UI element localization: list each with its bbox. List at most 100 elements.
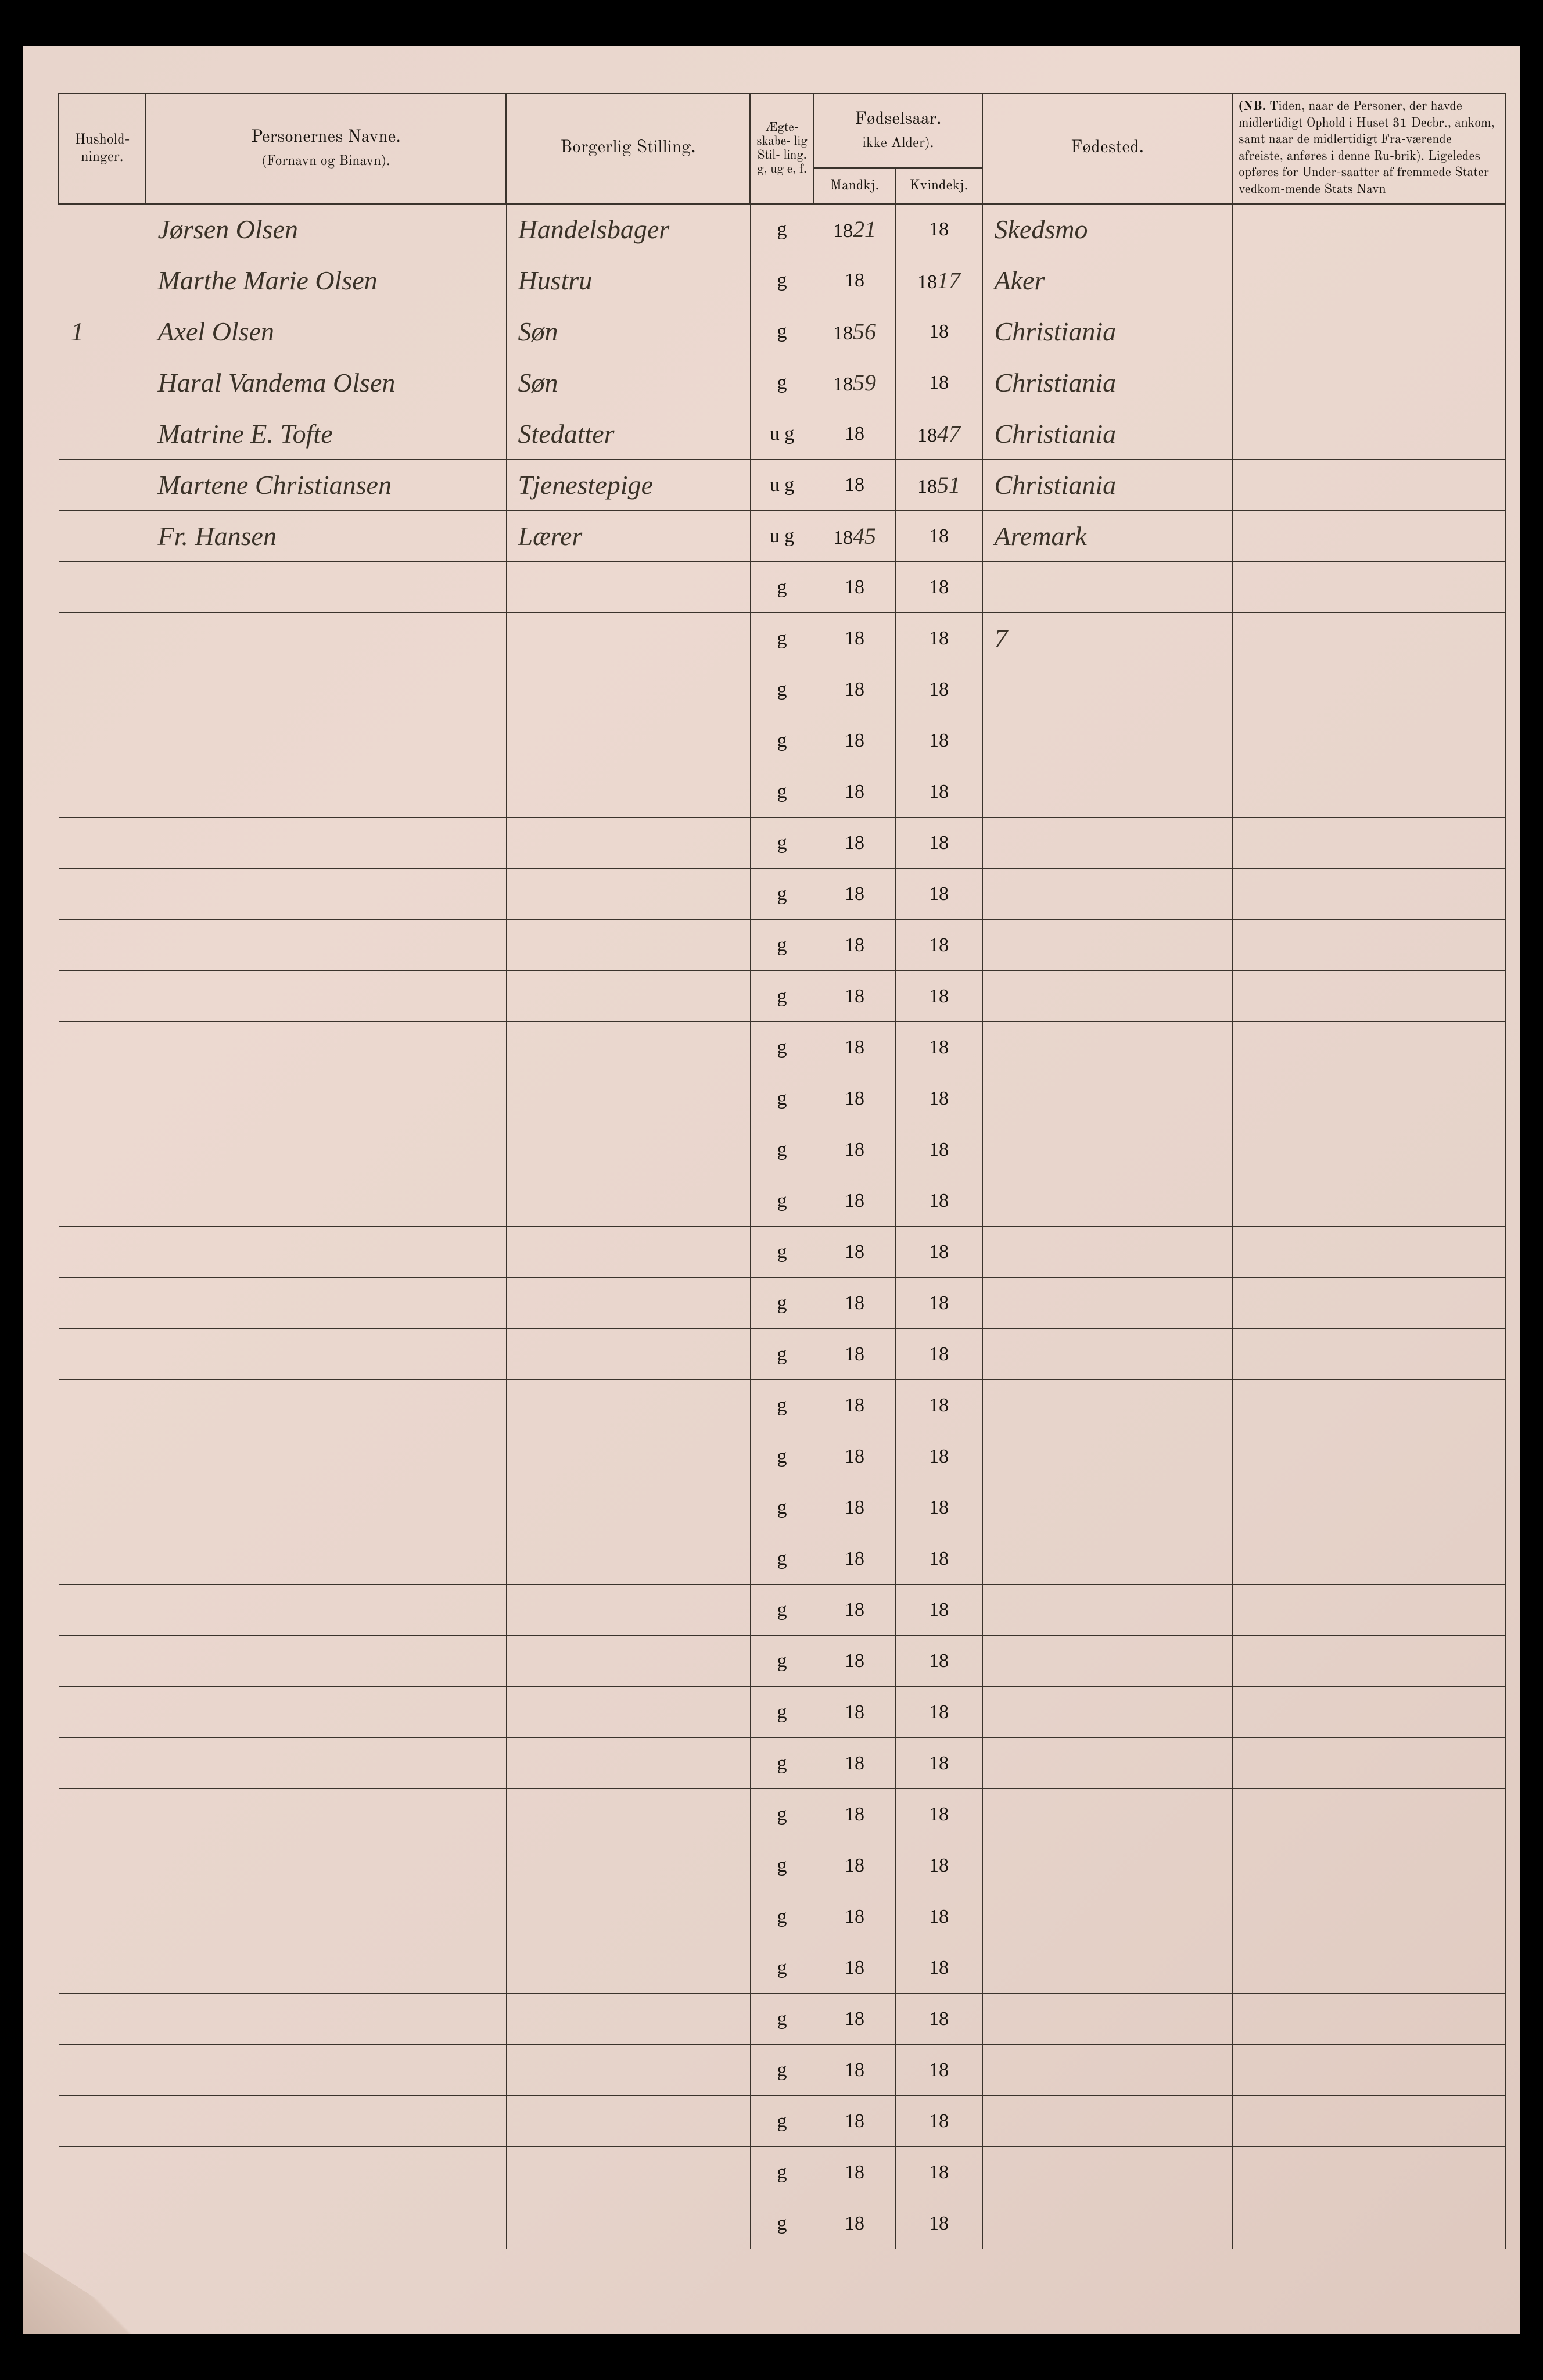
cell-stilling [506,613,750,664]
cell-hushold [59,204,146,255]
cell-stilling [506,1687,750,1738]
cell-fodested [982,1738,1232,1789]
cell-hushold [59,1636,146,1687]
cell-stilling [506,1994,750,2045]
cell-fodested: Aker [982,255,1232,306]
cell-nb [1232,2096,1505,2147]
cell-fodested [982,1994,1232,2045]
table-row: g1818 [59,1533,1505,1585]
cell-navn [146,2045,506,2096]
cell-kvindekj: 18 [895,971,982,1022]
cell-kvindekj: 18 [895,766,982,818]
cell-stilling [506,1942,750,1994]
cell-fodested [982,1789,1232,1840]
cell-navn [146,2147,506,2198]
cell-hushold [59,1942,146,1994]
cell-nb [1232,1840,1505,1891]
census-page: Hushold- ninger. Personernes Navne. (For… [23,46,1520,2334]
cell-hushold [59,715,146,766]
cell-fodested: Christiania [982,306,1232,357]
cell-hushold [59,1482,146,1533]
cell-hushold [59,511,146,562]
cell-kvindekj: 18 [895,1585,982,1636]
table-row: g1818 [59,1687,1505,1738]
cell-stilling [506,920,750,971]
cell-hushold [59,1431,146,1482]
cell-fodested [982,818,1232,869]
cell-nb [1232,971,1505,1022]
cell-nb [1232,1329,1505,1380]
cell-fodested [982,920,1232,971]
cell-mandkj: 18 [814,766,895,818]
cell-mandkj: 18 [814,1124,895,1175]
cell-stilling [506,1840,750,1891]
cell-kvindekj: 18 [895,869,982,920]
cell-aegteskab: g [750,1942,814,1994]
cell-nb [1232,1891,1505,1942]
cell-hushold [59,1227,146,1278]
cell-kvindekj: 18 [895,562,982,613]
cell-hushold [59,1738,146,1789]
table-row: g1818 [59,1175,1505,1227]
cell-aegteskab: g [750,1738,814,1789]
cell-mandkj: 18 [814,818,895,869]
cell-hushold [59,1533,146,1585]
table-row: g1818 [59,1994,1505,2045]
cell-fodested [982,1380,1232,1431]
cell-nb [1232,2198,1505,2249]
cell-mandkj: 1821 [814,204,895,255]
cell-aegteskab: g [750,2147,814,2198]
cell-fodested [982,1482,1232,1533]
cell-aegteskab: u g [750,511,814,562]
cell-navn [146,1840,506,1891]
cell-kvindekj: 18 [895,511,982,562]
cell-aegteskab: g [750,920,814,971]
cell-kvindekj: 18 [895,204,982,255]
cell-nb [1232,1482,1505,1533]
cell-aegteskab: g [750,1022,814,1073]
cell-stilling [506,2096,750,2147]
cell-hushold [59,1124,146,1175]
table-row: g1818 [59,818,1505,869]
cell-hushold [59,1789,146,1840]
cell-aegteskab: g [750,613,814,664]
cell-aegteskab: g [750,1891,814,1942]
cell-hushold [59,971,146,1022]
table-row: g1818 [59,1278,1505,1329]
table-row: g1818 [59,1482,1505,1533]
cell-fodested [982,1329,1232,1380]
cell-kvindekj: 18 [895,1329,982,1380]
cell-kvindekj: 1851 [895,460,982,511]
table-row: g1818 [59,2198,1505,2249]
cell-fodested [982,1891,1232,1942]
cell-nb [1232,1380,1505,1431]
cell-mandkj: 1859 [814,357,895,408]
cell-mandkj: 18 [814,971,895,1022]
cell-fodested: Christiania [982,408,1232,460]
cell-fodested [982,1533,1232,1585]
cell-hushold [59,408,146,460]
cell-nb [1232,306,1505,357]
cell-hushold [59,1840,146,1891]
cell-hushold [59,1687,146,1738]
cell-stilling [506,2198,750,2249]
cell-nb [1232,1687,1505,1738]
cell-kvindekj: 18 [895,920,982,971]
cell-aegteskab: g [750,255,814,306]
table-row: g1818 [59,869,1505,920]
cell-fodested: Skedsmo [982,204,1232,255]
table-row: g1818 [59,1329,1505,1380]
cell-nb [1232,1124,1505,1175]
table-row: Fr. HansenLæreru g184518Aremark [59,511,1505,562]
cell-nb [1232,664,1505,715]
cell-navn [146,1533,506,1585]
cell-kvindekj: 18 [895,357,982,408]
cell-stilling [506,1585,750,1636]
cell-stilling [506,1380,750,1431]
cell-mandkj: 18 [814,1482,895,1533]
cell-navn [146,766,506,818]
cell-aegteskab: g [750,766,814,818]
header-navne-main: Personernes Navne. [251,129,401,146]
cell-mandkj: 18 [814,1329,895,1380]
cell-nb [1232,1636,1505,1687]
